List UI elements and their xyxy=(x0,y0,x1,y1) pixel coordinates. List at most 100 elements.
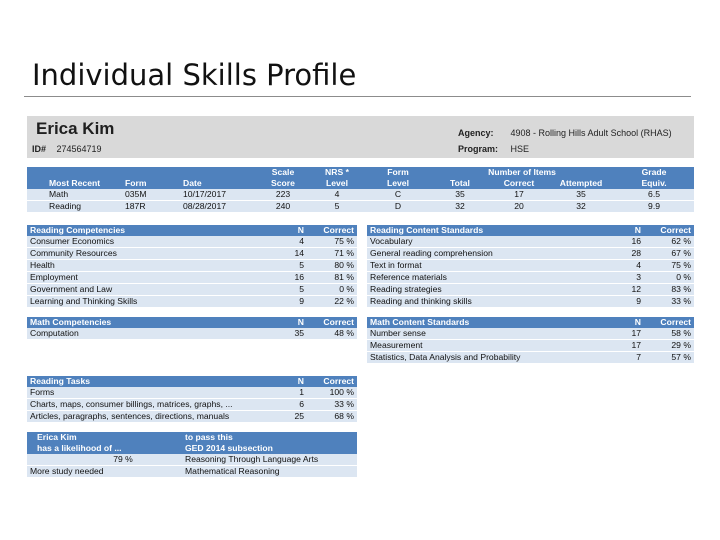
summary-col-score: Score xyxy=(258,178,308,189)
table-row: Reading and thinking skills 9 33 % xyxy=(367,295,694,308)
summary-cell: 035M xyxy=(122,189,180,201)
likelihood-subsection: Reasoning Through Language Arts xyxy=(182,454,357,466)
table-row: Measurement 17 29 % xyxy=(367,339,694,352)
table-row: Learning and Thinking Skills 9 22 % xyxy=(27,295,357,308)
col-n: N xyxy=(614,317,644,328)
row-n: 28 xyxy=(614,247,644,260)
row-correct: 48 % xyxy=(307,328,357,340)
row-label: Reading and thinking skills xyxy=(367,295,614,308)
row-n: 16 xyxy=(614,236,644,248)
student-id-value: 274564719 xyxy=(56,144,102,154)
row-n: 1 xyxy=(277,387,307,399)
table-row: General reading comprehension 28 67 % xyxy=(367,247,694,260)
table-header: Erica Kim to pass this xyxy=(27,432,357,443)
row-label: Charts, maps, consumer billings, matrice… xyxy=(27,398,277,411)
row-label: Learning and Thinking Skills xyxy=(27,295,277,308)
summary-cell: 35 xyxy=(548,189,615,201)
row-n: 4 xyxy=(614,259,644,272)
summary-cell: 10/17/2017 xyxy=(180,189,258,201)
row-label: Consumer Economics xyxy=(27,236,277,248)
row-label: Reference materials xyxy=(367,271,614,284)
row-correct: 62 % xyxy=(644,236,694,248)
row-label: Statistics, Data Analysis and Probabilit… xyxy=(367,351,614,364)
row-label: Vocabulary xyxy=(367,236,614,248)
row-label: Employment xyxy=(27,271,277,284)
row-correct: 58 % xyxy=(644,328,694,340)
row-n: 6 xyxy=(277,398,307,411)
summary-col-form-level: Level xyxy=(366,178,430,189)
summary-col-grade-equiv: Equiv. xyxy=(614,178,695,189)
row-correct: 33 % xyxy=(307,398,357,411)
summary-head-blank-2 xyxy=(122,167,180,178)
summary-cell: 08/28/2017 xyxy=(180,200,258,213)
row-correct: 83 % xyxy=(644,283,694,296)
agency-line: Agency: 4908 - Rolling Hills Adult Schoo… xyxy=(458,128,672,138)
table-row: Employment 16 81 % xyxy=(27,271,357,284)
summary-cell: 32 xyxy=(430,200,490,213)
table-row: 79 % Reasoning Through Language Arts xyxy=(27,454,357,466)
row-label: Forms xyxy=(27,387,277,399)
col-correct: Correct xyxy=(307,225,357,236)
reading-competencies-table: Reading Competencies N Correct Consumer … xyxy=(27,225,357,308)
table-row: Math 035M 10/17/2017 223 4 C 35 17 35 6.… xyxy=(27,189,695,201)
summary-head-nrs: NRS * xyxy=(308,167,366,178)
table-row: Consumer Economics 4 75 % xyxy=(27,236,357,248)
title-divider xyxy=(24,96,691,97)
summary-head-grade: Grade xyxy=(614,167,695,178)
table-header: Math Competencies N Correct xyxy=(27,317,357,328)
row-n: 35 xyxy=(277,328,307,340)
skills-report: Erica Kim ID# 274564719 Agency: 4908 - R… xyxy=(27,116,695,484)
row-n: 25 xyxy=(277,410,307,423)
summary-cell: Reading xyxy=(27,200,122,213)
col-correct: Correct xyxy=(307,317,357,328)
summary-head-blank-1 xyxy=(27,167,122,178)
slide-title: Individual Skills Profile xyxy=(32,58,357,92)
row-correct: 29 % xyxy=(644,339,694,352)
table-row: Computation 35 48 % xyxy=(27,328,357,340)
likelihood-head-subsection: GED 2014 subsection xyxy=(182,443,357,454)
summary-col-correct: Correct xyxy=(490,178,548,189)
math-competencies-table: Math Competencies N Correct Computation 3… xyxy=(27,317,357,340)
row-label: Number sense xyxy=(367,328,614,340)
row-correct: 57 % xyxy=(644,351,694,364)
row-label: Articles, paragraphs, sentences, directi… xyxy=(27,410,277,423)
likelihood-value: More study needed xyxy=(27,465,182,478)
summary-cell: D xyxy=(366,200,430,213)
row-n: 7 xyxy=(614,351,644,364)
row-n: 12 xyxy=(614,283,644,296)
math-competencies-head: Math Competencies xyxy=(27,317,277,328)
summary-cell: 187R xyxy=(122,200,180,213)
row-correct: 71 % xyxy=(307,247,357,260)
table-row: Reading strategies 12 83 % xyxy=(367,283,694,296)
summary-cell: 6.5 xyxy=(614,189,695,201)
ged-likelihood-table: Erica Kim to pass this has a likelihood … xyxy=(27,432,357,478)
summary-cell: 4 xyxy=(308,189,366,201)
col-n: N xyxy=(277,376,307,387)
row-n: 17 xyxy=(614,339,644,352)
summary-head-blank-3 xyxy=(180,167,258,178)
reading-tasks-table: Reading Tasks N Correct Forms 1 100 % Char… xyxy=(27,376,357,423)
table-row: Health 5 80 % xyxy=(27,259,357,272)
summary-cell: C xyxy=(366,189,430,201)
table-header: Math Content Standards N Correct xyxy=(367,317,694,328)
program-value: HSE xyxy=(510,144,530,154)
summary-table: Scale NRS * Form Number of Items Grade M… xyxy=(27,167,695,213)
summary-cell: 223 xyxy=(258,189,308,201)
table-row: Charts, maps, consumer billings, matrice… xyxy=(27,398,357,411)
row-n: 4 xyxy=(277,236,307,248)
row-label: Measurement xyxy=(367,339,614,352)
row-n: 16 xyxy=(277,271,307,284)
table-header: has a likelihood of ... GED 2014 subsect… xyxy=(27,443,357,454)
row-n: 9 xyxy=(614,295,644,308)
row-correct: 22 % xyxy=(307,295,357,308)
math-content-standards-table: Math Content Standards N Correct Number … xyxy=(367,317,694,364)
row-n: 14 xyxy=(277,247,307,260)
row-correct: 81 % xyxy=(307,271,357,284)
summary-col-most-recent: Most Recent xyxy=(27,178,122,189)
col-n: N xyxy=(277,225,307,236)
reading-tasks-head: Reading Tasks xyxy=(27,376,277,387)
table-row: Statistics, Data Analysis and Probabilit… xyxy=(367,351,694,364)
row-label: General reading comprehension xyxy=(367,247,614,260)
row-label: Reading strategies xyxy=(367,283,614,296)
table-row: Reference materials 3 0 % xyxy=(367,271,694,284)
